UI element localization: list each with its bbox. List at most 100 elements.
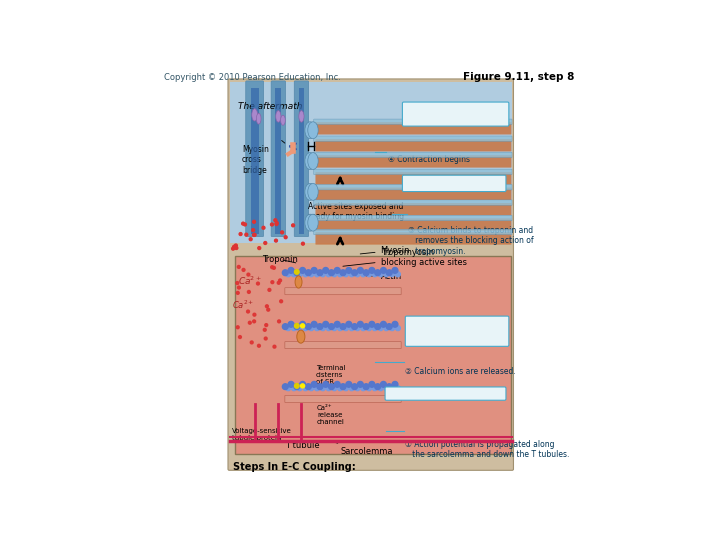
Circle shape	[395, 272, 400, 276]
Circle shape	[300, 381, 305, 387]
Circle shape	[282, 384, 288, 389]
Circle shape	[323, 321, 328, 327]
Circle shape	[332, 326, 337, 330]
Circle shape	[328, 384, 334, 389]
Circle shape	[288, 321, 294, 327]
Circle shape	[395, 386, 400, 390]
Circle shape	[235, 247, 238, 249]
Circle shape	[248, 291, 251, 293]
Circle shape	[300, 321, 305, 327]
Circle shape	[282, 270, 288, 275]
Circle shape	[278, 320, 281, 323]
FancyBboxPatch shape	[315, 203, 511, 215]
Circle shape	[392, 321, 398, 327]
Circle shape	[323, 267, 328, 273]
Ellipse shape	[256, 113, 261, 124]
Circle shape	[378, 326, 383, 330]
Circle shape	[303, 326, 308, 330]
FancyBboxPatch shape	[285, 395, 401, 402]
Circle shape	[253, 233, 256, 237]
Circle shape	[277, 281, 280, 284]
Circle shape	[258, 345, 261, 347]
Circle shape	[303, 272, 308, 276]
Circle shape	[302, 242, 305, 245]
Circle shape	[232, 247, 235, 250]
Circle shape	[375, 384, 381, 389]
Text: Ca²⁺
release
channel: Ca²⁺ release channel	[317, 405, 345, 425]
Text: Terminal
cisterns
of SR: Terminal cisterns of SR	[316, 365, 346, 385]
Circle shape	[248, 321, 251, 324]
Circle shape	[355, 326, 360, 330]
Circle shape	[317, 270, 323, 275]
Circle shape	[351, 323, 357, 329]
Circle shape	[317, 384, 323, 389]
Circle shape	[258, 247, 261, 249]
Circle shape	[294, 269, 299, 274]
Circle shape	[284, 236, 287, 239]
Ellipse shape	[297, 330, 305, 343]
Circle shape	[279, 300, 282, 303]
Circle shape	[294, 383, 299, 388]
Circle shape	[355, 272, 360, 276]
Circle shape	[384, 326, 389, 330]
Circle shape	[264, 241, 266, 245]
Circle shape	[320, 326, 325, 330]
Circle shape	[273, 345, 276, 348]
FancyBboxPatch shape	[314, 152, 512, 158]
FancyBboxPatch shape	[314, 229, 512, 234]
Circle shape	[286, 326, 291, 330]
Circle shape	[286, 386, 291, 390]
Circle shape	[366, 326, 372, 330]
Text: T tubule: T tubule	[279, 438, 320, 450]
Circle shape	[390, 386, 395, 390]
Circle shape	[309, 326, 314, 330]
Text: Steps In E-C Coupling:: Steps In E-C Coupling:	[233, 462, 356, 472]
Circle shape	[249, 238, 252, 241]
Circle shape	[340, 323, 346, 329]
Circle shape	[334, 321, 340, 327]
Circle shape	[274, 219, 276, 222]
Circle shape	[361, 326, 366, 330]
Ellipse shape	[305, 184, 315, 200]
Circle shape	[375, 323, 381, 329]
Circle shape	[392, 381, 398, 387]
Circle shape	[305, 323, 311, 329]
Circle shape	[242, 268, 245, 271]
Circle shape	[294, 323, 299, 328]
Circle shape	[251, 341, 253, 344]
Circle shape	[247, 273, 250, 276]
Circle shape	[262, 226, 265, 229]
FancyBboxPatch shape	[315, 218, 511, 231]
Ellipse shape	[305, 122, 315, 139]
Circle shape	[328, 270, 334, 275]
FancyBboxPatch shape	[314, 136, 512, 141]
Circle shape	[281, 231, 284, 234]
Circle shape	[274, 239, 277, 242]
Circle shape	[372, 386, 377, 390]
Circle shape	[363, 384, 369, 389]
Circle shape	[297, 326, 302, 330]
Circle shape	[303, 386, 308, 390]
FancyBboxPatch shape	[402, 175, 506, 192]
FancyBboxPatch shape	[315, 232, 511, 245]
Circle shape	[288, 381, 294, 387]
Circle shape	[253, 320, 256, 323]
Circle shape	[236, 281, 239, 285]
Circle shape	[390, 326, 395, 330]
Circle shape	[384, 272, 389, 276]
Circle shape	[340, 270, 346, 275]
Circle shape	[349, 326, 354, 330]
Circle shape	[346, 267, 351, 273]
Circle shape	[311, 381, 317, 387]
Text: Figure 9.11, step 8: Figure 9.11, step 8	[463, 72, 574, 83]
FancyBboxPatch shape	[315, 155, 511, 167]
Circle shape	[242, 222, 245, 225]
Circle shape	[375, 270, 381, 275]
Circle shape	[305, 384, 311, 389]
Bar	[230, 82, 512, 244]
Circle shape	[309, 272, 314, 276]
Text: ① Action potential is propagated along
   the sarcolemma and down the T tubules.: ① Action potential is propagated along t…	[405, 440, 570, 459]
Circle shape	[317, 323, 323, 329]
Circle shape	[349, 272, 354, 276]
Circle shape	[378, 386, 383, 390]
